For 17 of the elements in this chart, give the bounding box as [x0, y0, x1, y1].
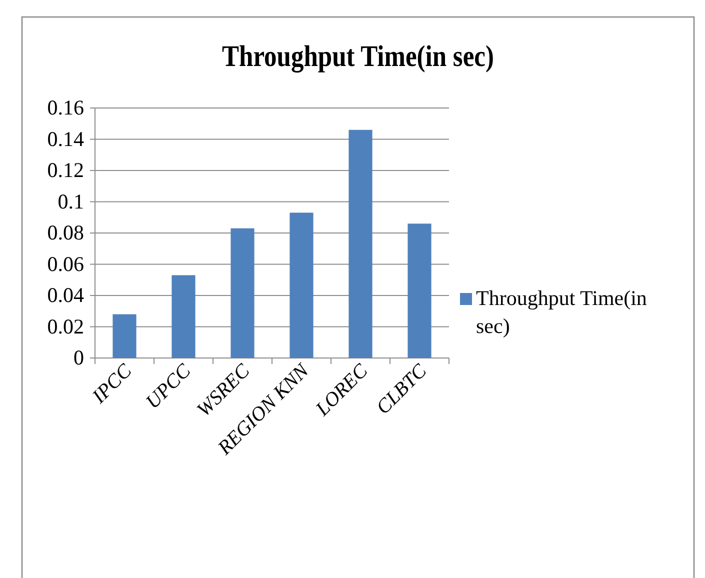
y-tick-label: 0.02	[47, 314, 84, 338]
bar	[348, 130, 372, 358]
y-tick-label: 0.16	[47, 96, 84, 120]
y-tick-label: 0.04	[47, 283, 84, 308]
y-tick-label: 0.08	[47, 220, 84, 245]
bar	[408, 224, 432, 358]
y-tick-label: 0.1	[58, 189, 84, 214]
y-tick-label: 0.06	[47, 252, 84, 276]
legend-label: Throughput Time(in sec)	[476, 286, 648, 338]
y-tick-label: 0	[74, 346, 84, 370]
chart-title: Throughput Time(in sec)	[222, 40, 494, 74]
bar	[112, 314, 136, 358]
bar	[172, 275, 196, 358]
y-tick-label: 0.12	[47, 158, 84, 182]
bar	[230, 228, 254, 358]
y-tick-label: 0.14	[47, 126, 84, 151]
bar	[290, 212, 314, 358]
